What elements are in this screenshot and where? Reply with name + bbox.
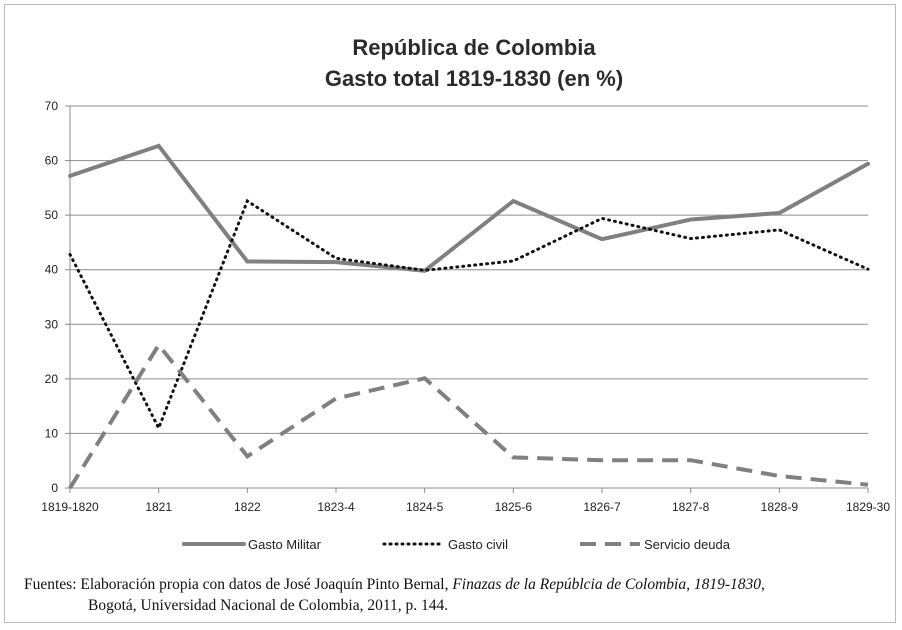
legend-label-gasto-militar: Gasto Militar xyxy=(248,537,322,552)
line-chart: República de Colombia Gasto total 1819-1… xyxy=(41,35,890,552)
series-line-gasto-militar xyxy=(68,143,870,273)
legend-label-servicio-deuda: Servicio deuda xyxy=(644,537,731,552)
x-tick-label: 1819-1820 xyxy=(41,500,99,514)
x-tick-label: 1829-30 xyxy=(846,500,890,514)
legend-label-gasto-civil: Gasto civil xyxy=(448,537,508,552)
legend: Gasto Militar Gasto civil Servicio deuda xyxy=(182,537,731,552)
source-line1-title: Finazas de la Repúblcia de Colombia, 181… xyxy=(452,576,762,593)
source-line2: Bogotá, Universidad Nacional de Colombia… xyxy=(88,597,449,614)
chart-frame xyxy=(4,4,896,623)
y-tick-label: 70 xyxy=(45,99,59,113)
y-tick-label: 50 xyxy=(45,208,59,222)
y-tick-label: 30 xyxy=(45,317,59,331)
y-tick-labels: 0 10 20 30 40 50 60 70 xyxy=(45,99,59,495)
x-tick-label: 1828-9 xyxy=(761,500,799,514)
x-tick-label: 1825-6 xyxy=(495,500,533,514)
chart-title-line2: Gasto total 1819-1830 (en %) xyxy=(325,66,623,91)
y-tick-label: 0 xyxy=(51,481,58,495)
series-line-servicio-deuda xyxy=(68,341,869,490)
x-tick-label: 1821 xyxy=(145,500,172,514)
series-line-gasto-civil xyxy=(68,198,870,432)
x-tick-label: 1824-5 xyxy=(406,500,444,514)
x-tick-label: 1822 xyxy=(234,500,261,514)
x-tick-label: 1827-8 xyxy=(672,500,710,514)
y-tick-label: 60 xyxy=(45,154,59,168)
source-note: Fuentes: Elaboración propia con datos de… xyxy=(24,574,894,616)
x-tick-label: 1826-7 xyxy=(583,500,621,514)
x-tick-label: 1823-4 xyxy=(317,500,355,514)
y-tick-label: 10 xyxy=(45,426,59,440)
gridlines xyxy=(70,105,868,434)
axes xyxy=(65,105,869,493)
y-tick-label: 40 xyxy=(45,263,59,277)
y-tick-label: 20 xyxy=(45,372,59,386)
chart-title-line1: República de Colombia xyxy=(352,35,596,60)
source-line1-suffix: , xyxy=(761,576,765,593)
x-tick-labels: 1819-1820 1821 1822 1823-4 1824-5 1825-6 1826-… xyxy=(41,500,890,514)
source-line1-prefix: Fuentes: Elaboración propia con datos de… xyxy=(24,576,453,593)
series-lines xyxy=(68,143,870,490)
